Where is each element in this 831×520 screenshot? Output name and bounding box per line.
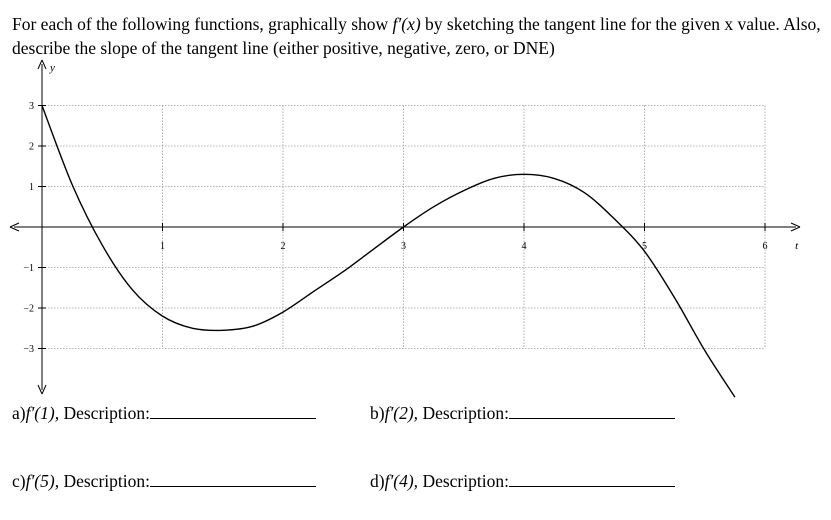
question-c-function: f′(5), <box>25 471 64 491</box>
question-b-function: f′(2), <box>384 403 423 423</box>
x-tick-label: 6 <box>763 241 768 252</box>
question-a-label: a) <box>12 403 26 423</box>
y-tick-label: −2 <box>23 304 34 315</box>
question-a: a)f′(1), Description: <box>12 402 316 424</box>
y-tick-label: 2 <box>29 142 34 153</box>
x-tick-label: 4 <box>522 241 527 252</box>
question-d-label: d) <box>370 471 385 491</box>
x-tick-label: 5 <box>642 241 647 252</box>
y-axis-down-arrow <box>37 384 47 395</box>
y-axis-up-arrow <box>37 59 47 70</box>
question-d: d)f′(4), Description: <box>370 470 675 492</box>
x-tick-label: 1 <box>160 241 165 252</box>
question-d-answer-blank[interactable] <box>508 470 675 487</box>
y-tick-label: 3 <box>29 101 34 112</box>
question-a-function: f′(1), <box>25 403 64 423</box>
question-b-label: b) <box>370 403 385 423</box>
y-tick-label: 1 <box>29 182 34 193</box>
x-axis-right-arrow <box>790 222 801 232</box>
question-c-answer-blank[interactable] <box>149 470 316 487</box>
x-axis-label: t <box>795 240 799 252</box>
x-axis-left-arrow <box>9 222 20 232</box>
x-tick-label: 2 <box>281 241 286 252</box>
instructions-text: For each of the following functions, gra… <box>12 12 824 60</box>
question-c-label: c) <box>12 471 26 491</box>
question-d-function: f′(4), <box>384 471 423 491</box>
y-axis-label: y <box>49 62 55 74</box>
question-a-description-label: Description: <box>63 403 150 423</box>
x-tick-label: 3 <box>401 241 406 252</box>
question-c: c)f′(5), Description: <box>12 470 316 492</box>
instructions-part-2: by sketching the tangent line for the gi… <box>12 14 821 58</box>
question-b-description-label: Description: <box>422 403 509 423</box>
question-b-answer-blank[interactable] <box>508 402 675 419</box>
y-tick-label: −3 <box>23 344 34 355</box>
function-curve <box>41 105 736 398</box>
question-c-description-label: Description: <box>63 471 150 491</box>
question-d-description-label: Description: <box>422 471 509 491</box>
question-b: b)f′(2), Description: <box>370 402 675 424</box>
instructions-fprime: f′(x) <box>392 14 421 34</box>
instructions-part-1: For each of the following functions, gra… <box>12 14 393 34</box>
y-tick-label: −1 <box>23 263 34 274</box>
question-a-answer-blank[interactable] <box>149 402 316 419</box>
